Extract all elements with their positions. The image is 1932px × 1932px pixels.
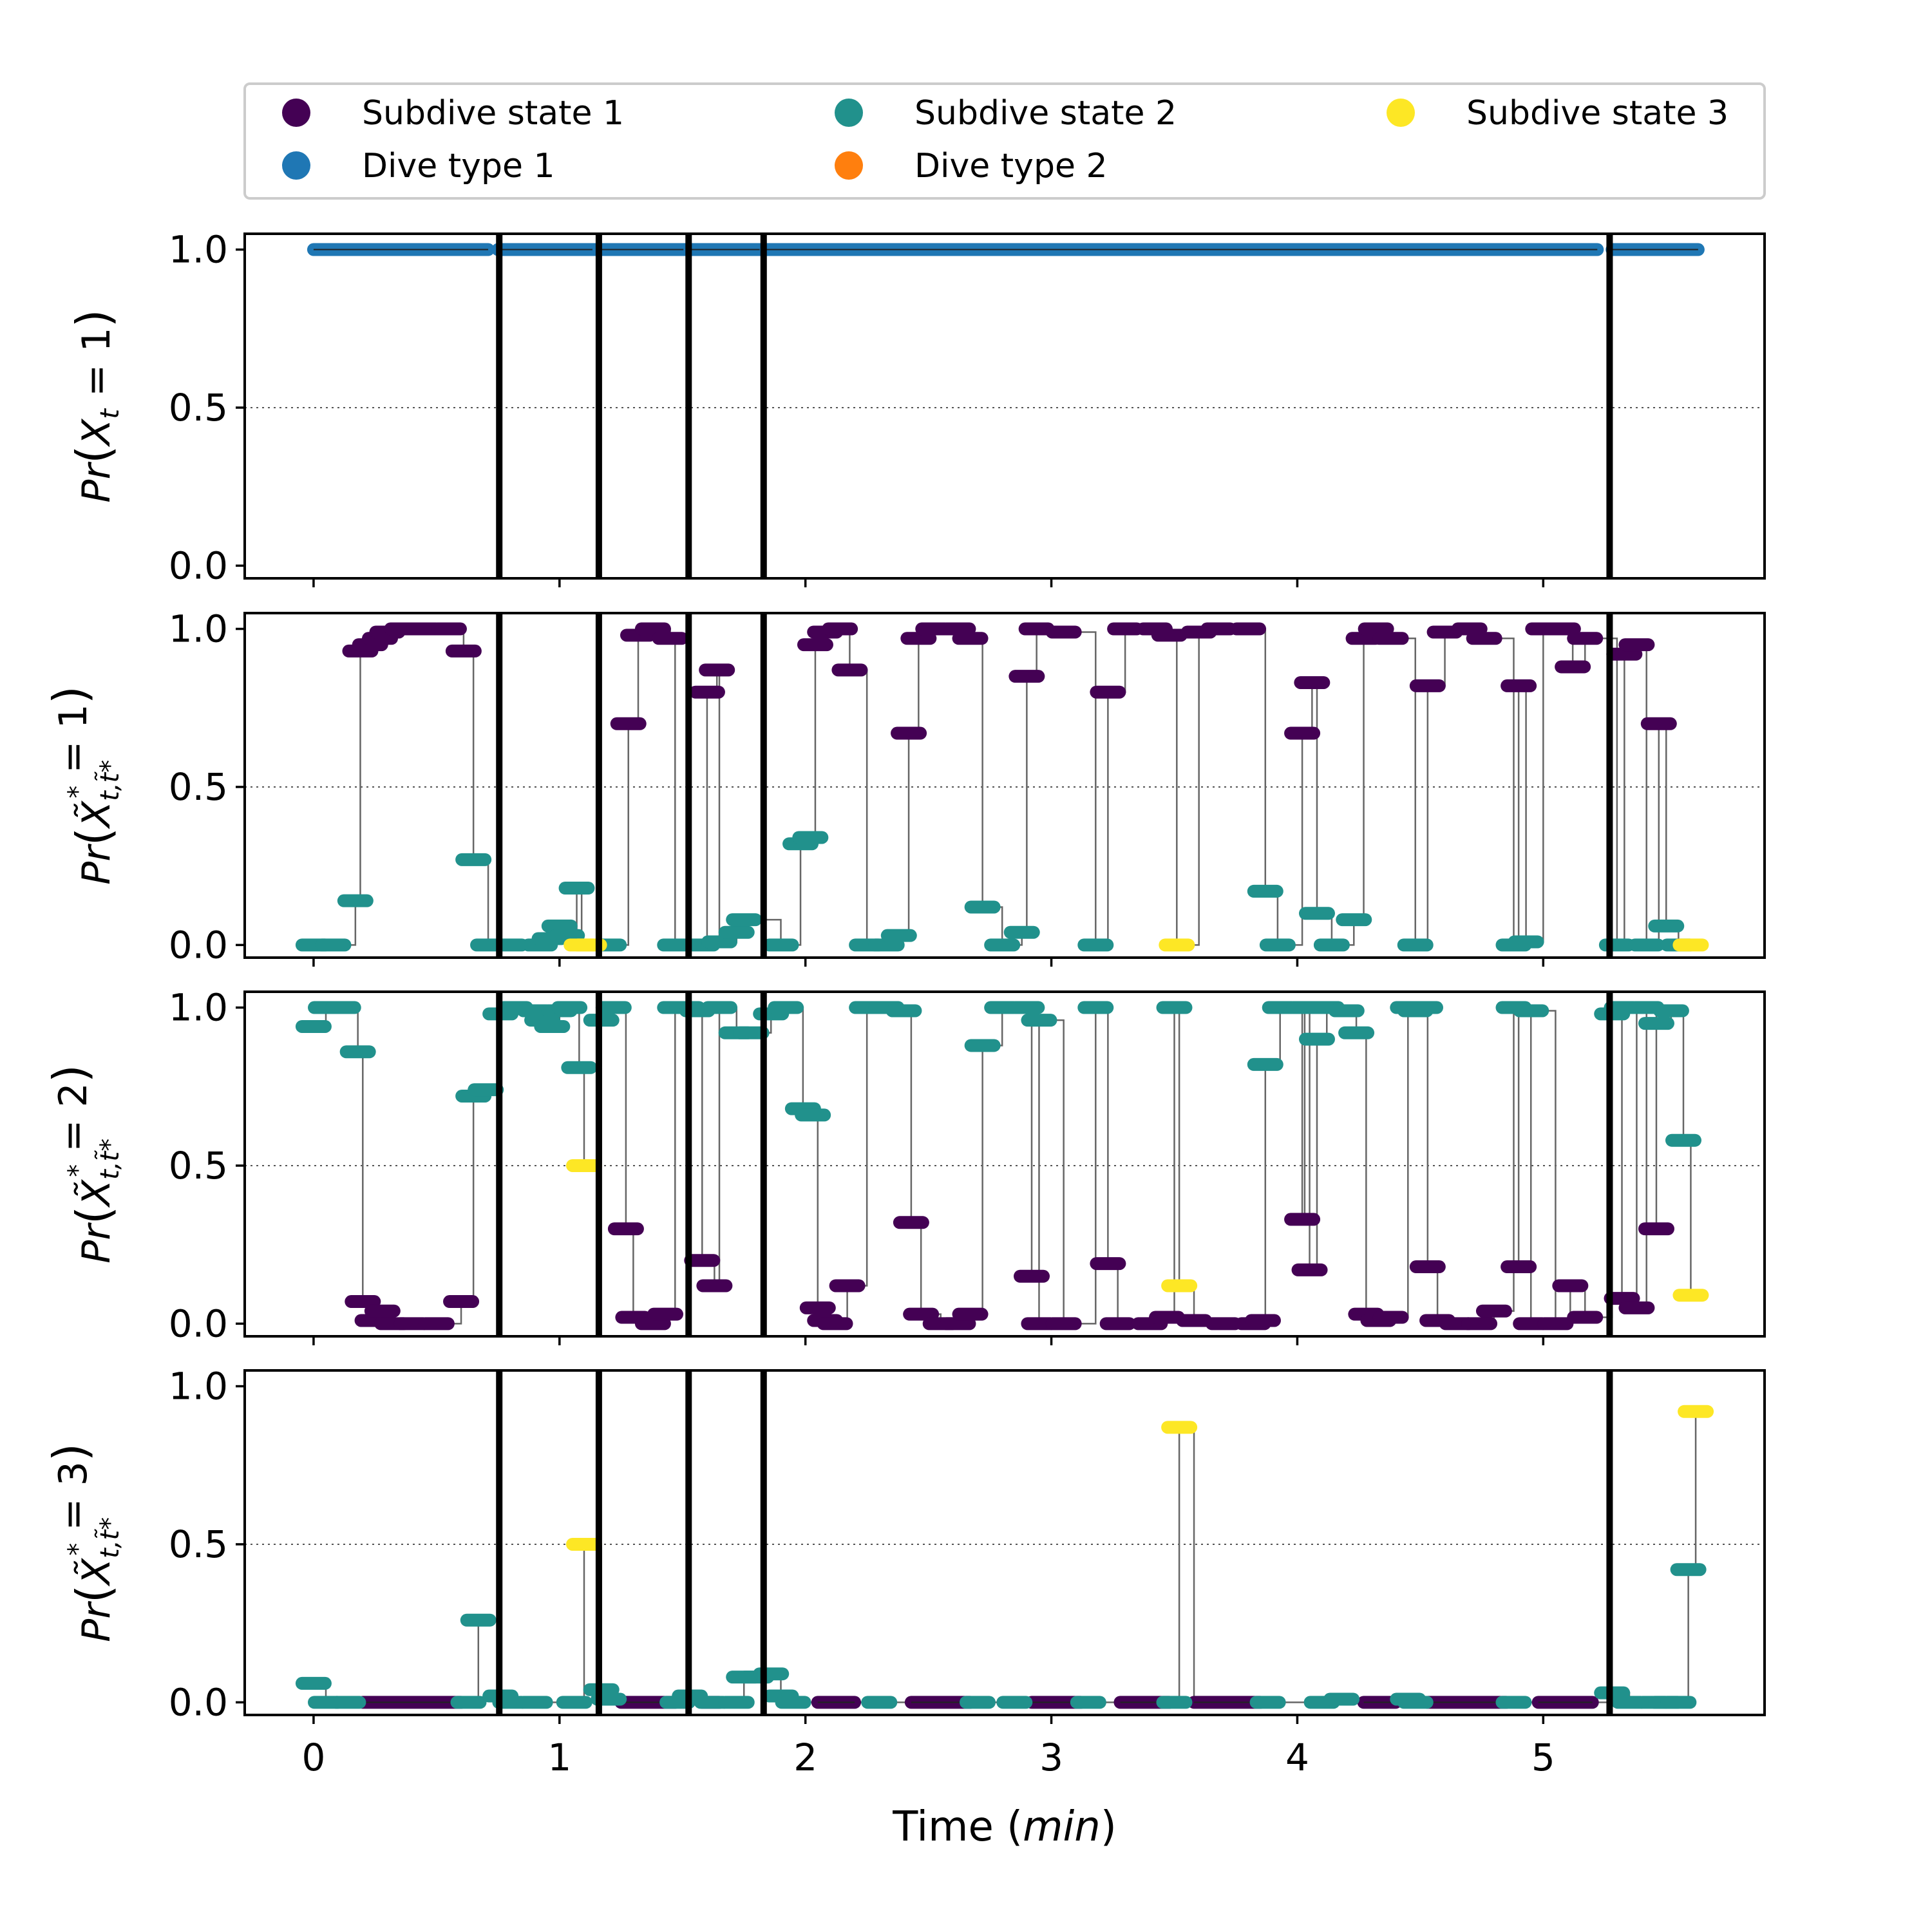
y-axis-label: Pr(X̃t,t̃** = 1) xyxy=(43,686,125,885)
y-axis-label: Pr(Xt = 1) xyxy=(66,309,125,502)
axes-frame xyxy=(243,232,1766,580)
y-tick-label: 0.5 xyxy=(169,765,228,809)
connector-line xyxy=(313,1411,1697,1703)
y-tick-label: 1.0 xyxy=(169,986,228,1030)
x-tick-label: 4 xyxy=(1285,1736,1309,1779)
legend-marker-4 xyxy=(282,151,310,180)
y-tick-label: 0.5 xyxy=(169,1144,228,1188)
axes-frame xyxy=(243,1369,1766,1716)
legend-marker-1 xyxy=(282,99,310,127)
x-tick-label: 3 xyxy=(1039,1736,1063,1779)
series-subdive-state-3 xyxy=(565,1405,1714,1551)
y-tick-label: 0.5 xyxy=(169,386,228,430)
legend-label-1: Subdive state 1 xyxy=(362,94,624,133)
legend-marker-2 xyxy=(835,99,863,127)
legend-label-5: Dive type 2 xyxy=(914,147,1108,185)
legend-marker-3 xyxy=(1387,99,1415,127)
x-tick-label: 2 xyxy=(793,1736,817,1779)
y-tick-label: 0.0 xyxy=(169,1302,228,1345)
y-axis-label: Pr(X̃t,t̃** = 3) xyxy=(43,1443,125,1642)
y-tick-label: 0.0 xyxy=(169,1680,228,1724)
y-axis-label: Pr(X̃t,t̃** = 2) xyxy=(43,1065,125,1264)
panel-3: 0.0 0.5 1.0 Pr(X̃t,t̃** = 2) xyxy=(43,986,1766,1345)
connector-line xyxy=(313,628,1691,946)
axes-frame xyxy=(243,612,1766,959)
axes-frame xyxy=(243,990,1766,1338)
legend-label-3: Subdive state 3 xyxy=(1466,94,1728,133)
x-tick-label: 0 xyxy=(301,1736,325,1779)
series-subdive-state-1 xyxy=(342,622,1677,740)
panel-4: 0.0 0.5 1.0 0 1 2 3 4 5 Pr(X̃t,t̃** = 3) xyxy=(43,1365,1766,1779)
series-subdive-state-1 xyxy=(345,1213,1674,1331)
series-subdive-state-2 xyxy=(295,1001,1701,1147)
y-tick-label: 0.0 xyxy=(169,544,228,587)
x-tick-label: 5 xyxy=(1531,1736,1555,1779)
y-tick-label: 1.0 xyxy=(169,1365,228,1408)
connector-line xyxy=(313,1007,1692,1325)
y-tick-label: 1.0 xyxy=(169,607,228,651)
legend-label-2: Subdive state 2 xyxy=(914,94,1177,133)
series-subdive-state-2 xyxy=(295,831,1697,952)
panel-2: 0.0 0.5 1.0 Pr(X̃t,t̃** = 1) xyxy=(43,607,1766,967)
series-subdive-state-2 xyxy=(295,1563,1707,1709)
series-subdive-state-3 xyxy=(565,1159,1709,1302)
legend-marker-5 xyxy=(835,151,863,180)
legend: Subdive state 1 Subdive state 2 Subdive st… xyxy=(243,82,1766,200)
y-tick-label: 0.0 xyxy=(169,923,228,967)
legend-frame xyxy=(243,82,1766,200)
y-tick-label: 0.5 xyxy=(169,1522,228,1566)
panel-1: 0.0 0.5 1.0 Pr(Xt = 1) xyxy=(66,228,1766,587)
x-axis-label: Time (min) xyxy=(892,1803,1117,1851)
legend-label-4: Dive type 1 xyxy=(362,147,555,185)
x-tick-label: 1 xyxy=(547,1736,571,1779)
y-tick-label: 1.0 xyxy=(169,228,228,272)
